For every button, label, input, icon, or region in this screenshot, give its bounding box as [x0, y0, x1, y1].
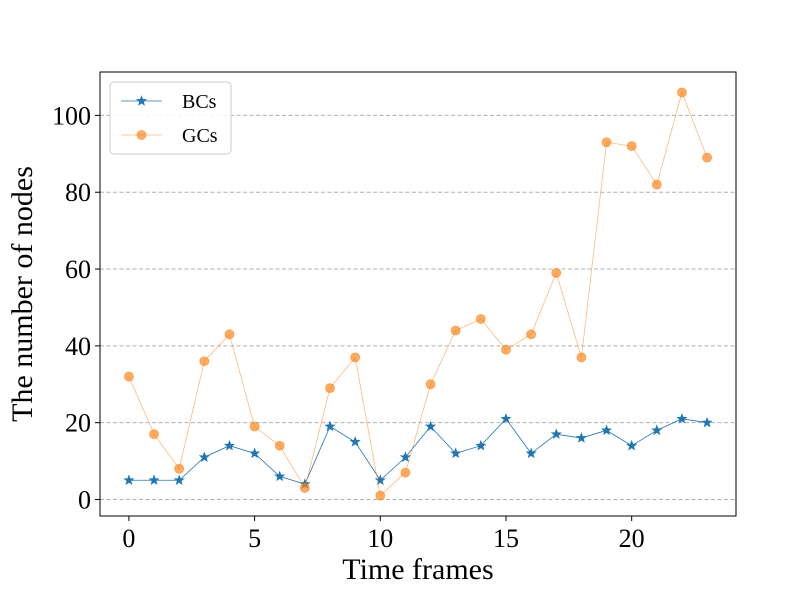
- data-point-gcs: [375, 490, 386, 501]
- data-point-bcs: [475, 439, 487, 451]
- y-tick-label: 100: [52, 101, 91, 130]
- data-point-bcs: [374, 474, 386, 486]
- data-point-bcs: [223, 439, 236, 451]
- data-point-gcs: [601, 137, 612, 148]
- series-gcs: [124, 87, 712, 501]
- legend-label-bcs: BCs: [182, 91, 217, 113]
- legend-entry-bcs: BCs: [121, 91, 217, 113]
- data-point-gcs: [224, 329, 235, 340]
- plot-frame: [99, 71, 737, 517]
- plot-series: [123, 87, 713, 501]
- data-point-bcs: [173, 474, 185, 486]
- legend-marker-bcs: [135, 95, 148, 106]
- data-point-gcs: [400, 467, 411, 478]
- series-line-bcs: [128, 418, 708, 485]
- data-point-gcs: [425, 379, 436, 390]
- data-point-bcs: [324, 420, 336, 432]
- data-point-bcs: [123, 474, 135, 486]
- y-tick-label: 40: [65, 332, 91, 361]
- data-point-gcs: [677, 87, 687, 98]
- data-point-bcs: [651, 424, 663, 436]
- y-tick-label: 60: [65, 255, 91, 284]
- data-point-gcs: [576, 352, 587, 363]
- data-point-gcs: [702, 152, 712, 163]
- data-point-bcs: [500, 412, 512, 424]
- data-point-gcs: [274, 440, 285, 451]
- data-point-bcs: [550, 428, 562, 439]
- data-point-bcs: [450, 447, 462, 459]
- legend: BCs GCs: [109, 81, 232, 155]
- legend-entry-gcs: GCs: [121, 125, 218, 147]
- data-point-bcs: [575, 432, 587, 443]
- data-point-bcs: [701, 416, 713, 428]
- legend-marker-gcs: [136, 130, 147, 140]
- data-point-bcs: [349, 436, 361, 447]
- y-axis-label: The number of nodes: [6, 166, 39, 422]
- series-bcs: [123, 412, 713, 489]
- data-point-gcs: [199, 356, 210, 367]
- data-point-bcs: [676, 412, 688, 424]
- data-point-bcs: [198, 451, 210, 462]
- data-point-gcs: [475, 314, 486, 324]
- data-point-bcs: [525, 447, 537, 459]
- x-tick-label: 5: [248, 524, 261, 553]
- data-point-gcs: [174, 463, 185, 474]
- data-point-bcs: [399, 451, 412, 462]
- data-point-bcs: [148, 474, 160, 486]
- x-tick-label: 0: [122, 524, 135, 553]
- data-point-bcs: [626, 439, 638, 451]
- data-point-gcs: [626, 141, 637, 152]
- data-point-gcs: [299, 483, 310, 493]
- x-tick-label: 20: [619, 524, 645, 553]
- y-tick-label: 80: [65, 178, 91, 207]
- data-point-gcs: [551, 267, 562, 278]
- x-axis-label: Time frames: [342, 553, 493, 586]
- data-point-gcs: [149, 429, 159, 440]
- y-tick-label: 20: [65, 409, 91, 438]
- legend-label-gcs: GCs: [182, 125, 218, 147]
- data-point-bcs: [424, 420, 437, 432]
- data-point-gcs: [501, 344, 511, 355]
- data-point-gcs: [350, 352, 361, 363]
- x-tick-label: 15: [493, 524, 519, 553]
- data-point-gcs: [249, 421, 260, 432]
- y-tick-label: 0: [78, 485, 91, 514]
- data-point-bcs: [249, 447, 261, 459]
- data-point-bcs: [274, 470, 286, 482]
- data-point-gcs: [651, 179, 662, 190]
- data-point-gcs: [526, 329, 537, 340]
- data-point-bcs: [600, 424, 613, 436]
- data-point-gcs: [124, 371, 134, 382]
- axis-ticks: 0 20 40 60 80 100 0 5 10 15 20: [52, 101, 645, 553]
- data-point-gcs: [450, 325, 461, 336]
- x-tick-label: 10: [367, 524, 393, 553]
- data-point-gcs: [325, 383, 335, 394]
